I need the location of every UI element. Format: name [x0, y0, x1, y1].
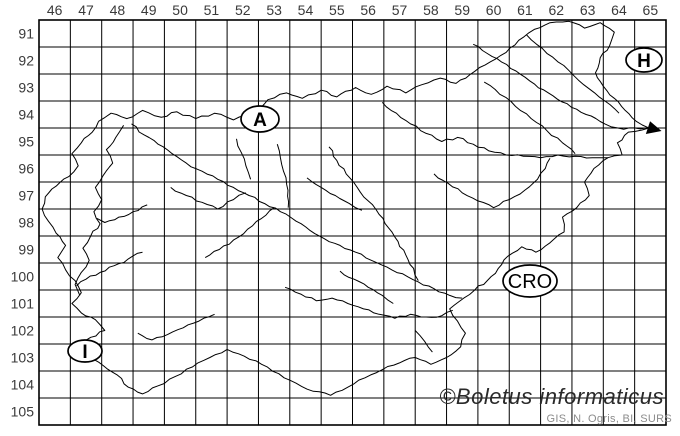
grid-row-label: 100 — [11, 269, 35, 285]
map-path-river-ledava — [526, 34, 620, 114]
grid-col-label: 52 — [235, 2, 251, 18]
map-path-mura-exit-arrow — [645, 121, 662, 135]
grid-col-label: 53 — [266, 2, 282, 18]
map-path-border-north — [98, 20, 650, 129]
country-label-i: I — [82, 342, 87, 363]
map-path-river-ljubljanica — [204, 207, 275, 259]
country-label-a: A — [253, 110, 267, 131]
grid-col-label: 57 — [392, 2, 408, 18]
grid-row-label: 98 — [18, 215, 34, 231]
map-path-river-kokra — [236, 138, 252, 180]
map-path-river-krka — [284, 286, 453, 319]
grid-col-label: 54 — [298, 2, 314, 18]
grid-col-label: 58 — [423, 2, 439, 18]
map-path-river-vipava — [76, 251, 143, 287]
map-path-border-east — [226, 127, 649, 396]
map-path-border-west-coast — [41, 121, 228, 395]
country-label-cro: CRO — [508, 271, 552, 293]
grid-col-label: 51 — [204, 2, 220, 18]
map-path-river-soca — [74, 125, 125, 296]
grid-row-label: 94 — [18, 107, 34, 123]
country-ellipse-cro — [502, 264, 558, 298]
country-label-h: H — [637, 51, 651, 72]
country-ellipse-a — [240, 105, 280, 133]
attribution-text: GIS, N. Ogris, BI, SURS — [546, 413, 672, 425]
grid-row-label: 104 — [11, 377, 35, 393]
map-path-river-mura — [472, 43, 646, 130]
grid-col-label: 47 — [78, 2, 94, 18]
map-path-river-pesnica — [483, 81, 576, 155]
grid-col-label: 46 — [47, 2, 63, 18]
map-path-river-savinja — [328, 146, 419, 281]
grid-row-label: 95 — [18, 134, 34, 150]
map-path-river-drava — [381, 101, 608, 159]
grid-row-label: 103 — [11, 350, 35, 366]
grid-row-label: 92 — [18, 53, 34, 69]
map-path-river-idrijca — [96, 204, 148, 223]
grid-row-label: 105 — [11, 404, 35, 420]
map-path-river-dravinja — [433, 157, 551, 209]
grid-row-label: 102 — [11, 323, 35, 339]
map-path-river-reka — [137, 313, 215, 341]
grid-row-label: 91 — [18, 26, 34, 42]
grid-col-label: 65 — [643, 2, 659, 18]
grid-col-label: 48 — [110, 2, 126, 18]
grid-row-label: 99 — [18, 242, 34, 258]
map-path-river-lahinja — [414, 330, 433, 353]
grid-col-label: 59 — [454, 2, 470, 18]
grid-row-label: 97 — [18, 188, 34, 204]
grid-col-label: 62 — [548, 2, 564, 18]
map-path-river-kamniska-bistrica — [276, 144, 290, 208]
grid-col-label: 61 — [517, 2, 533, 18]
grid-row-label: 96 — [18, 161, 34, 177]
grid-col-label: 63 — [580, 2, 596, 18]
grid-col-label: 60 — [486, 2, 502, 18]
map-path-river-sava — [131, 123, 463, 299]
map-path-river-paka — [306, 177, 363, 211]
map-path-river-mirna — [339, 270, 394, 304]
grid-col-label: 50 — [172, 2, 188, 18]
grid-row-label: 93 — [18, 80, 34, 96]
grid-row-label: 101 — [11, 296, 35, 312]
grid-col-label: 55 — [329, 2, 345, 18]
watermark-text: ©Boletus informaticus — [439, 384, 664, 409]
country-ellipse-i — [67, 339, 103, 363]
country-ellipse-h — [625, 47, 663, 73]
grid-col-label: 56 — [360, 2, 376, 18]
grid-col-label: 49 — [141, 2, 157, 18]
grid-col-label: 64 — [611, 2, 627, 18]
map-path-river-sora — [170, 187, 247, 210]
grid-border — [38, 19, 667, 426]
